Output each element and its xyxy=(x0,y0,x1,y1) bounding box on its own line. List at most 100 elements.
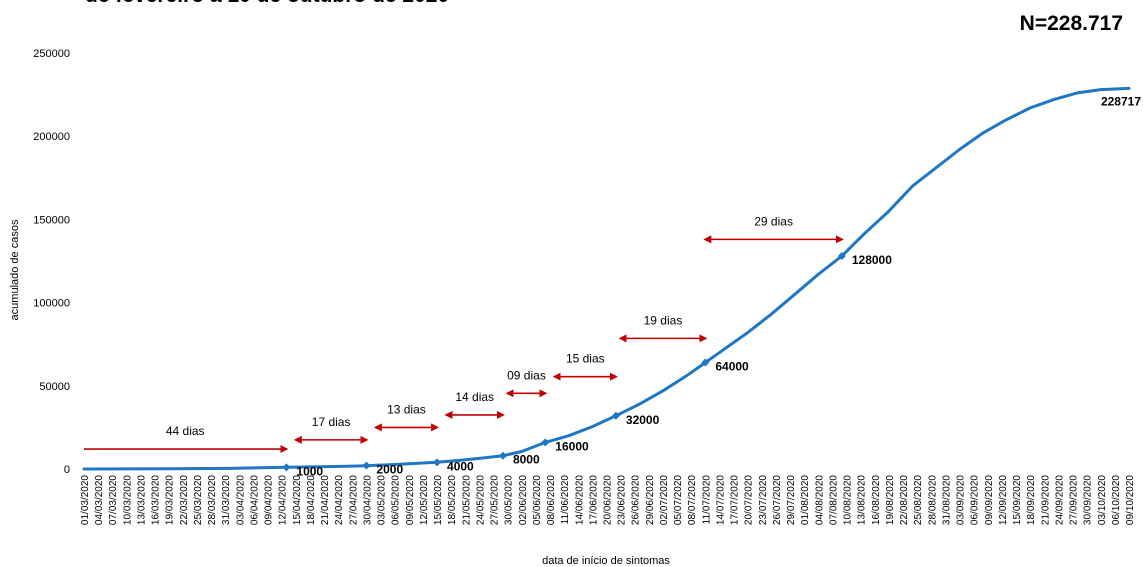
x-tick-label: 04/03/2020 xyxy=(94,475,105,525)
x-tick-label: 03/09/2020 xyxy=(956,475,967,525)
x-tick-label: 01/08/2020 xyxy=(800,475,811,525)
milestone-label: 128000 xyxy=(852,253,892,267)
x-tick-label: 18/05/2020 xyxy=(447,475,458,525)
x-tick-label: 21/05/2020 xyxy=(461,475,472,525)
x-tick-label: 04/08/2020 xyxy=(814,475,825,525)
x-tick-label: 17/07/2020 xyxy=(730,475,741,525)
x-tick-label: 30/09/2020 xyxy=(1083,475,1094,525)
x-tick-label: 28/03/2020 xyxy=(207,475,218,525)
x-tick-label: 08/06/2020 xyxy=(546,475,557,525)
milestone-marker xyxy=(541,438,550,447)
x-tick-label: 23/07/2020 xyxy=(758,475,769,525)
x-tick-label: 03/05/2020 xyxy=(377,475,388,525)
x-tick-label: 15/09/2020 xyxy=(1012,475,1023,525)
milestone-marker xyxy=(498,451,507,460)
cases-series-line xyxy=(82,86,1131,471)
y-tick-label: 100000 xyxy=(33,298,70,310)
x-tick-label: 03/10/2020 xyxy=(1097,475,1108,525)
x-tick-label: 31/08/2020 xyxy=(941,475,952,525)
x-tick-label: 21/09/2020 xyxy=(1040,475,1051,525)
x-tick-label: 09/04/2020 xyxy=(264,475,275,525)
interval-label: 17 dias xyxy=(312,415,351,429)
x-tick-label: 14/06/2020 xyxy=(574,475,585,525)
x-tick-label: 10/03/2020 xyxy=(122,475,133,525)
interval-label: 44 dias xyxy=(166,424,205,438)
x-tick-label: 20/06/2020 xyxy=(603,475,614,525)
x-tick-label: 02/06/2020 xyxy=(518,475,529,525)
milestone-label: 2000 xyxy=(376,463,403,477)
x-tick-label: 06/04/2020 xyxy=(249,475,260,525)
x-tick-label: 25/03/2020 xyxy=(193,475,204,525)
y-tick-label: 0 xyxy=(64,464,70,476)
interval-label: 09 dias xyxy=(507,368,546,382)
x-tick-label: 22/03/2020 xyxy=(179,475,190,525)
x-tick-label: 16/08/2020 xyxy=(871,475,882,525)
x-tick-label: 13/03/2020 xyxy=(136,475,147,525)
x-tick-label: 09/10/2020 xyxy=(1125,475,1136,525)
x-tick-label: 08/07/2020 xyxy=(687,475,698,525)
milestone-marker xyxy=(433,458,442,467)
x-tick-label: 24/04/2020 xyxy=(334,475,345,525)
interval-label: 29 dias xyxy=(754,214,793,228)
x-tick-label: 13/08/2020 xyxy=(857,475,868,525)
x-tick-label: 07/08/2020 xyxy=(828,475,839,525)
milestone-label: 4000 xyxy=(447,459,474,473)
milestone-label: 64000 xyxy=(715,360,749,374)
milestone-marker xyxy=(362,461,371,470)
y-tick-label: 50000 xyxy=(39,381,70,393)
x-tick-label: 12/09/2020 xyxy=(998,475,1009,525)
x-tick-label: 05/07/2020 xyxy=(673,475,684,525)
x-tick-label: 12/05/2020 xyxy=(419,475,430,525)
interval-label: 13 dias xyxy=(387,402,426,416)
x-tick-label: 29/07/2020 xyxy=(786,475,797,525)
milestone-label: 32000 xyxy=(626,413,660,427)
x-tick-label: 27/04/2020 xyxy=(348,475,359,525)
y-tick-label: 250000 xyxy=(33,48,70,60)
x-tick-label: 15/04/2020 xyxy=(292,475,303,525)
y-tick-label: 150000 xyxy=(33,214,70,226)
x-tick-label: 15/05/2020 xyxy=(433,475,444,525)
y-tick-label: 200000 xyxy=(33,131,70,143)
x-tick-label: 30/04/2020 xyxy=(362,475,373,525)
x-tick-label: 17/06/2020 xyxy=(588,475,599,525)
milestone-label: 8000 xyxy=(513,453,540,467)
x-tick-label: 12/04/2020 xyxy=(278,475,289,525)
x-tick-label: 06/09/2020 xyxy=(970,475,981,525)
interval-label: 19 dias xyxy=(644,313,683,327)
x-tick-label: 16/03/2020 xyxy=(151,475,162,525)
x-tick-label: 21/04/2020 xyxy=(320,475,331,525)
x-tick-label: 18/09/2020 xyxy=(1026,475,1037,525)
x-tick-label: 07/03/2020 xyxy=(108,475,119,525)
x-tick-label: 09/09/2020 xyxy=(984,475,995,525)
x-tick-label: 06/05/2020 xyxy=(391,475,402,525)
x-tick-label: 11/07/2020 xyxy=(701,475,712,525)
x-tick-label: 25/08/2020 xyxy=(913,475,924,525)
milestone-marker xyxy=(837,252,846,261)
milestone-marker xyxy=(282,463,291,472)
x-tick-label: 14/07/2020 xyxy=(715,475,726,525)
x-tick-label: 22/08/2020 xyxy=(899,475,910,525)
interval-label: 15 dias xyxy=(566,352,605,366)
milestone-label: 228717 xyxy=(1101,94,1141,108)
milestone-marker xyxy=(701,358,710,367)
x-tick-label: 11/06/2020 xyxy=(560,475,571,525)
x-tick-label: 27/05/2020 xyxy=(490,475,501,525)
interval-label: 14 dias xyxy=(455,390,494,404)
x-tick-label: 30/05/2020 xyxy=(504,475,515,525)
x-tick-label: 01/03/2020 xyxy=(80,475,91,525)
x-tick-label: 31/03/2020 xyxy=(221,475,232,525)
y-axis-title: acumulado de casos xyxy=(9,219,21,320)
x-tick-label: 03/04/2020 xyxy=(235,475,246,525)
x-tick-label: 02/07/2020 xyxy=(659,475,670,525)
x-tick-label: 29/06/2020 xyxy=(645,475,656,525)
x-tick-label: 05/06/2020 xyxy=(532,475,543,525)
x-tick-label: 24/05/2020 xyxy=(475,475,486,525)
milestone-label: 16000 xyxy=(555,439,589,453)
x-tick-label: 09/05/2020 xyxy=(405,475,416,525)
x-tick-label: 20/07/2020 xyxy=(744,475,755,525)
x-tick-label: 27/09/2020 xyxy=(1069,475,1080,525)
x-tick-label: 18/04/2020 xyxy=(306,475,317,525)
x-tick-label: 06/10/2020 xyxy=(1111,475,1122,525)
x-tick-label: 26/06/2020 xyxy=(631,475,642,525)
